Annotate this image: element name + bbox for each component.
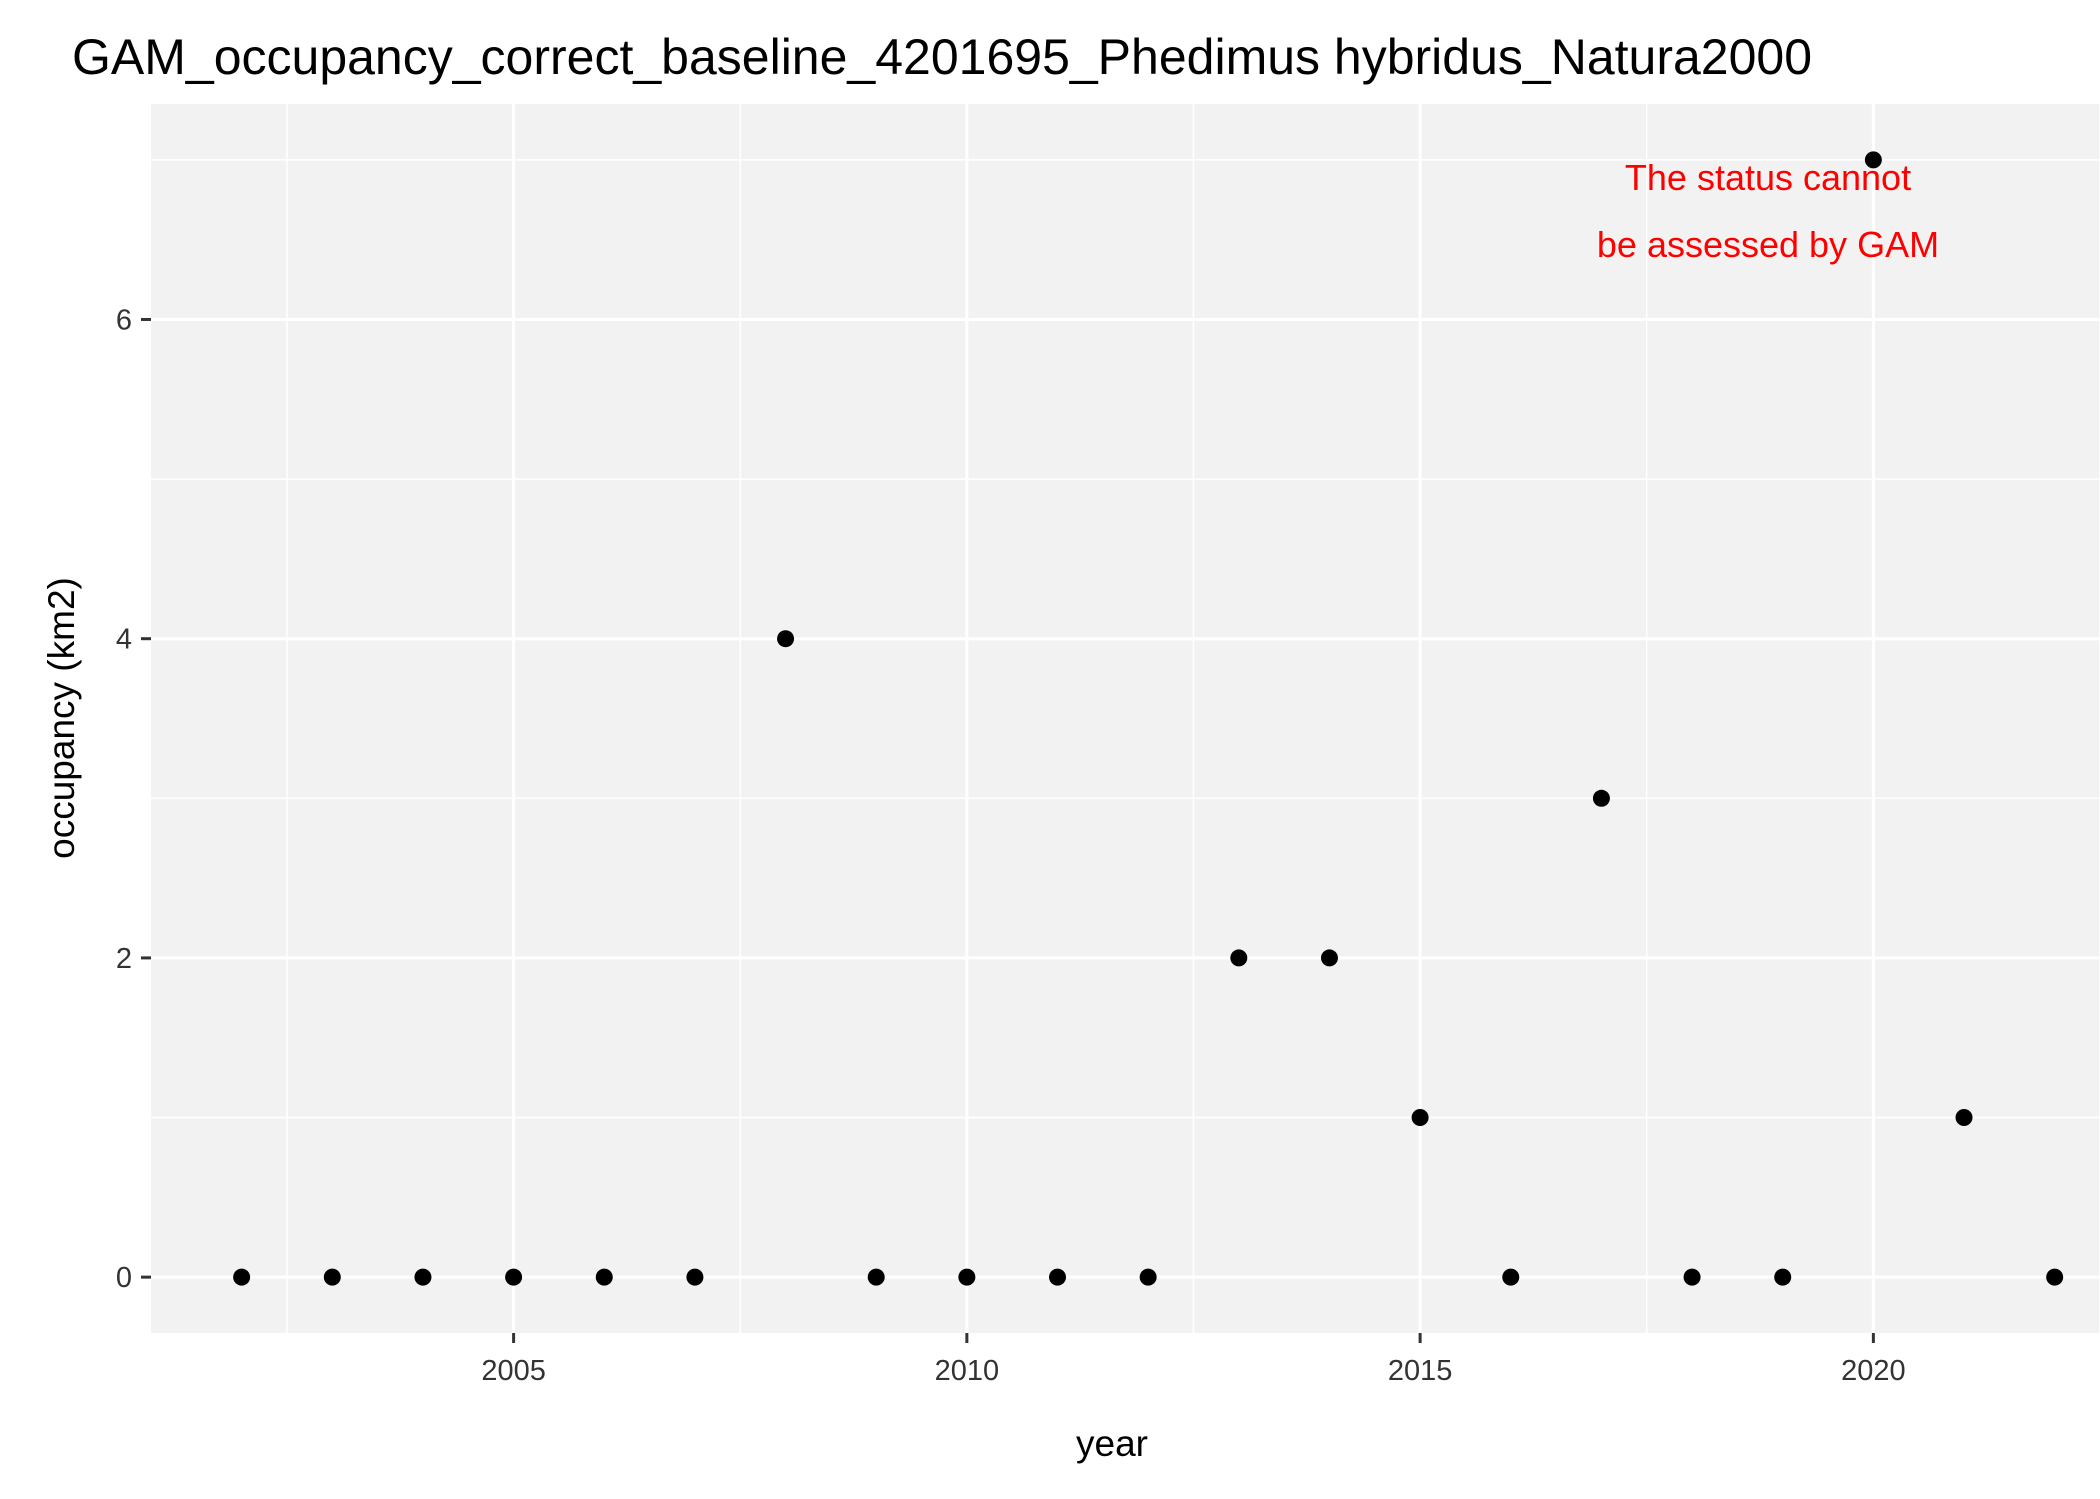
y-tick-label: 4 <box>116 624 132 656</box>
data-point <box>1592 789 1610 807</box>
data-point <box>2046 1268 2064 1286</box>
annotation-line-1: The status cannot <box>1625 157 1911 198</box>
y-axis-title: occupancy (km2) <box>41 577 82 859</box>
data-point <box>505 1268 523 1286</box>
data-point <box>1411 1109 1429 1127</box>
x-axis: 2005 2010 2015 2020 <box>481 1333 1906 1387</box>
y-axis: 0 2 4 6 <box>116 304 151 1294</box>
data-point <box>1955 1109 1973 1127</box>
data-point <box>1864 151 1882 169</box>
data-point <box>777 630 795 648</box>
y-tick-label: 0 <box>116 1262 132 1294</box>
data-point <box>1139 1268 1157 1286</box>
x-axis-title: year <box>1076 1423 1148 1464</box>
data-point <box>1683 1268 1701 1286</box>
data-point <box>233 1268 251 1286</box>
x-tick-label: 2020 <box>1841 1355 1906 1387</box>
status-annotation: The status cannot be assessed by GAM <box>1597 157 1939 265</box>
data-point <box>958 1268 976 1286</box>
data-point <box>323 1268 341 1286</box>
data-points <box>233 151 2064 1286</box>
data-point <box>867 1268 885 1286</box>
data-point <box>1049 1268 1067 1286</box>
x-tick-label: 2015 <box>1388 1355 1453 1387</box>
minor-gridlines <box>151 104 2100 1333</box>
data-point <box>595 1268 613 1286</box>
x-tick-label: 2010 <box>935 1355 1000 1387</box>
data-point <box>414 1268 432 1286</box>
plot-panel <box>151 104 2100 1333</box>
data-point <box>1774 1268 1792 1286</box>
y-tick-label: 6 <box>116 304 132 336</box>
data-point <box>1502 1268 1520 1286</box>
chart-title: GAM_occupancy_correct_baseline_4201695_P… <box>72 29 1812 85</box>
annotation-line-2: be assessed by GAM <box>1597 224 1939 265</box>
y-tick-label: 2 <box>116 943 132 975</box>
x-tick-label: 2005 <box>481 1355 546 1387</box>
data-point <box>686 1268 704 1286</box>
data-point <box>1320 949 1338 967</box>
data-point <box>1230 949 1248 967</box>
